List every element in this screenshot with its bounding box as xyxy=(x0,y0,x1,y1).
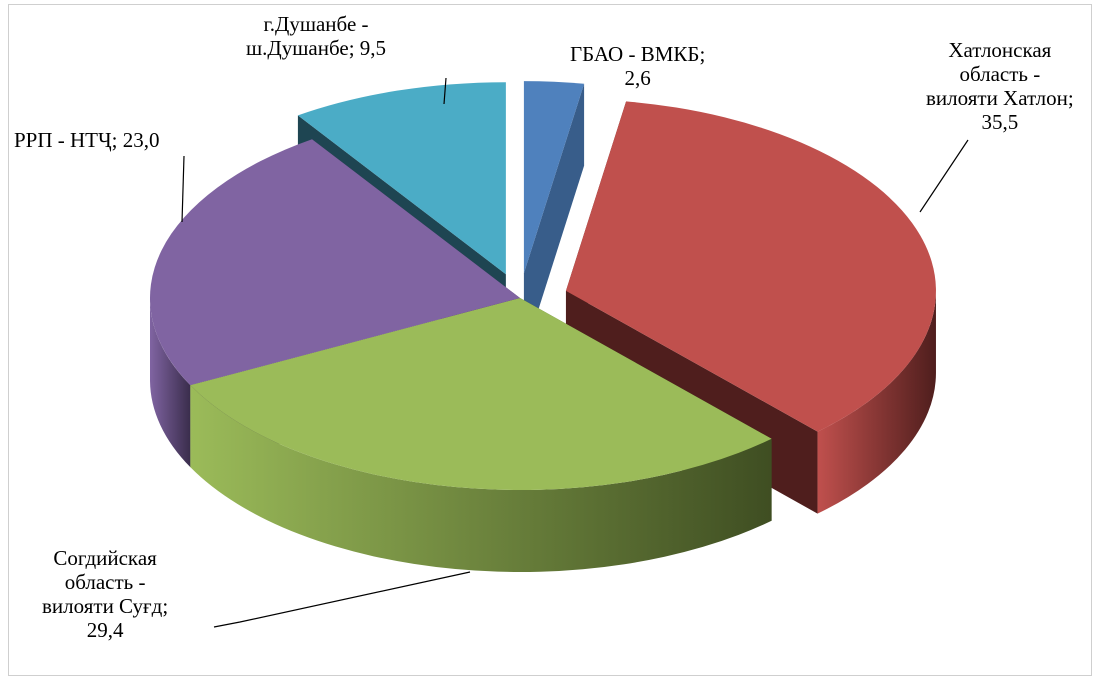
label-line: область - xyxy=(64,570,146,594)
leader-line-khatlon xyxy=(919,139,969,213)
leader-line-rrp xyxy=(181,155,185,223)
label-line: 2,6 xyxy=(624,66,651,90)
slice-sugd-top xyxy=(190,298,772,491)
data-label-dushanbe: г.Душанбе - ш.Душанбе; 9,5 xyxy=(246,12,386,60)
data-label-gbao: ГБАО - ВМКБ; 2,6 xyxy=(570,42,705,90)
slice-gbao-top xyxy=(523,81,585,274)
chart-frame xyxy=(8,4,1092,676)
data-label-khatlon: Хатлонская область - вилояти Хатлон; 35,… xyxy=(926,38,1074,134)
leader-lines xyxy=(181,77,969,628)
label-line: ГБАО - ВМКБ; xyxy=(570,42,706,66)
label-line: 29,4 xyxy=(86,618,124,642)
slice-khatlon-wall xyxy=(817,290,936,514)
label-line: ш.Душанбе; 9,5 xyxy=(246,36,387,60)
slice-rrp-wall xyxy=(150,298,191,468)
slice-gbao-edge xyxy=(523,83,585,356)
label-line: вилояти Суғд; xyxy=(42,594,169,618)
slice-khatlon-top xyxy=(565,101,936,432)
data-label-sugd: Согдийская область - вилояти Суғд; 29,4 xyxy=(42,546,168,642)
slice-dushanbe-top xyxy=(297,82,506,275)
label-line: 35,5 xyxy=(981,110,1019,134)
leader-line-sugd xyxy=(213,571,471,628)
data-label-rrp: РРП - НТҶ; 23,0 xyxy=(14,128,160,152)
label-line: область - xyxy=(959,62,1041,86)
label-line: вилояти Хатлон; xyxy=(926,86,1074,110)
slice-sugd-wall xyxy=(190,385,772,572)
label-line: РРП - НТҶ; 23,0 xyxy=(14,128,160,152)
leader-line-dushanbe xyxy=(443,77,447,105)
label-line: Хатлонская xyxy=(948,38,1052,62)
label-line: г.Душанбе - xyxy=(263,12,369,36)
label-line: Согдийская xyxy=(53,546,157,570)
pie-tops xyxy=(149,81,936,491)
slice-rrp-top xyxy=(149,139,520,386)
